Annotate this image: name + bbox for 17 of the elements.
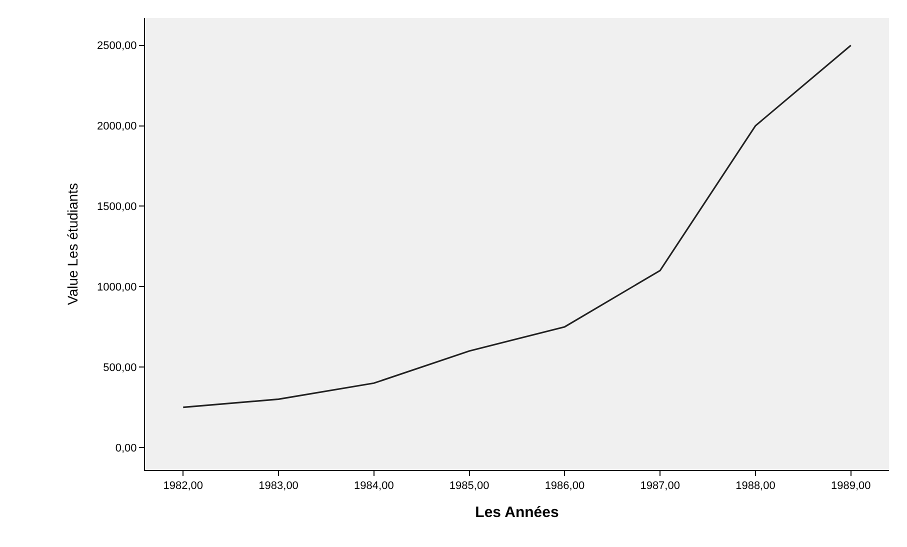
y-tick-label: 1500,00	[97, 201, 137, 214]
y-axis-title: Value Les étudiants	[64, 183, 81, 305]
x-tick-label: 1986,00	[544, 480, 585, 492]
x-tick-label: 1987,00	[640, 480, 680, 492]
x-tick-label: 1983,00	[258, 480, 298, 492]
x-axis-title: Les Années	[475, 504, 559, 522]
x-tick-label: 1988,00	[736, 480, 776, 492]
y-tick-label: 2500,00	[97, 40, 137, 52]
y-tick-label: 0,00	[115, 442, 137, 454]
line-series	[182, 44, 852, 408]
y-tick-label: 2000,00	[97, 120, 137, 133]
x-tick-label: 1982,00	[163, 480, 204, 492]
x-tick-label: 1985,00	[449, 480, 490, 492]
x-tick-label: 1989,00	[830, 480, 871, 492]
y-tick-label: 1000,00	[97, 281, 137, 294]
y-tick-label: 500,00	[103, 362, 137, 374]
x-tick-label: 1984,00	[354, 480, 394, 492]
